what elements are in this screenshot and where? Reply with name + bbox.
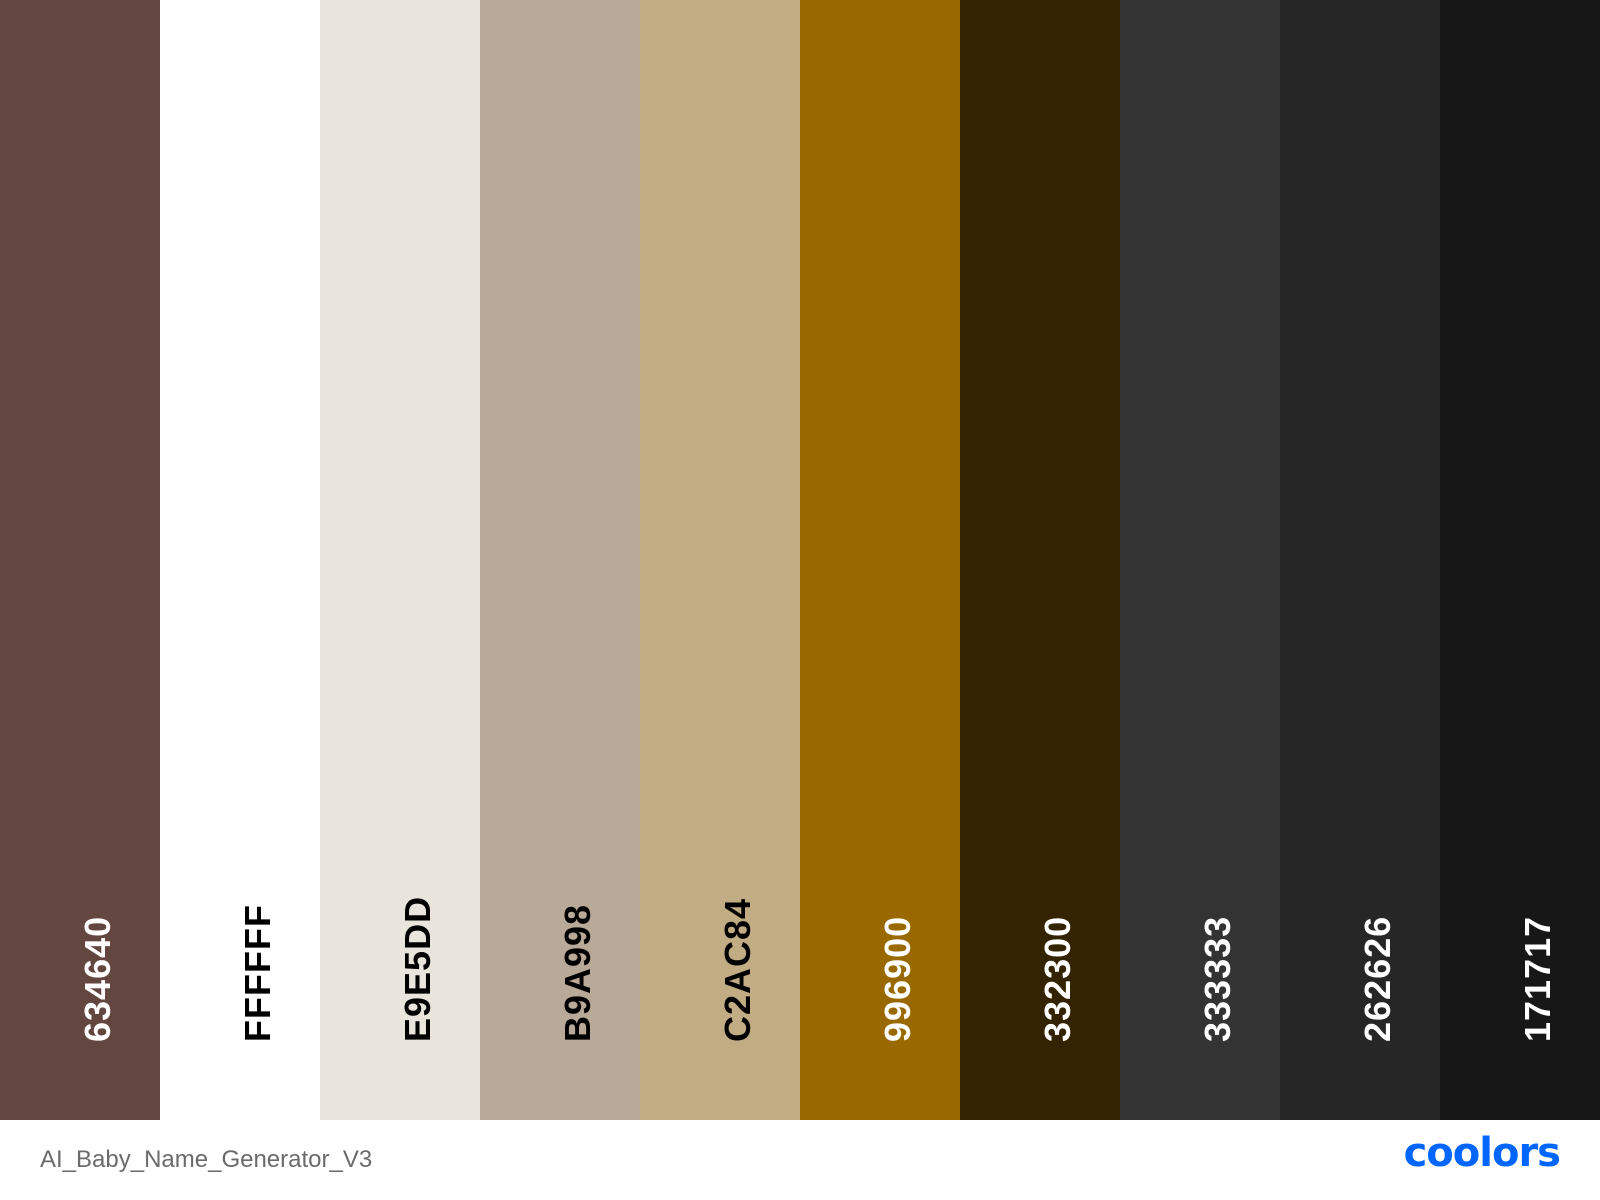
hex-code-label: E9E5DD <box>397 895 438 1042</box>
color-swatch[interactable]: 996900 <box>800 0 960 1120</box>
hex-code-label: B9A998 <box>557 903 598 1042</box>
footer: AI_Baby_Name_Generator_V3 coolors <box>0 1120 1600 1200</box>
hex-code-label: C2AC84 <box>717 897 758 1042</box>
palette-name: AI_Baby_Name_Generator_V3 <box>40 1146 373 1173</box>
color-swatch[interactable]: FFFFFF <box>160 0 320 1120</box>
color-swatch[interactable]: 262626 <box>1280 0 1440 1120</box>
hex-code-label: 332300 <box>1037 915 1078 1042</box>
color-swatch[interactable]: B9A998 <box>480 0 640 1120</box>
hex-code-label: FFFFFF <box>237 904 278 1042</box>
coolors-logo[interactable]: coolors <box>1403 1130 1561 1176</box>
color-swatch[interactable]: E9E5DD <box>320 0 480 1120</box>
hex-code-label: 996900 <box>877 915 918 1042</box>
color-swatch[interactable]: 171717 <box>1440 0 1600 1120</box>
color-palette: 634640 FFFFFF E9E5DD B9A998 C2AC84 996900 3323… <box>0 0 1600 1120</box>
color-swatch[interactable]: 332300 <box>960 0 1120 1120</box>
color-swatch[interactable]: 333333 <box>1120 0 1280 1120</box>
hex-code-label: 262626 <box>1357 915 1398 1042</box>
hex-code-label: 634640 <box>77 915 118 1042</box>
color-swatch[interactable]: C2AC84 <box>640 0 800 1120</box>
hex-code-label: 333333 <box>1197 915 1238 1042</box>
hex-code-label: 171717 <box>1517 915 1558 1042</box>
color-swatch[interactable]: 634640 <box>0 0 160 1120</box>
